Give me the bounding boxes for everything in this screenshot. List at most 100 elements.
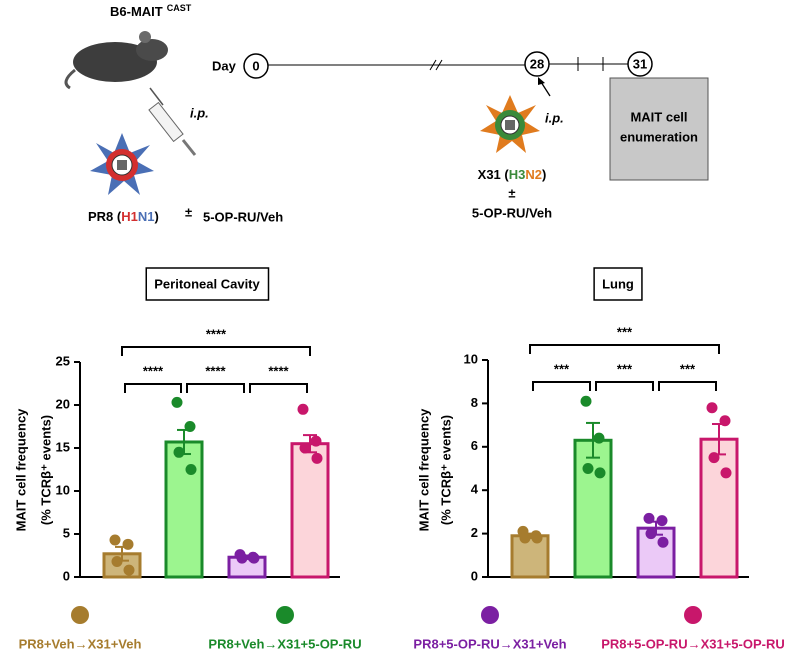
data-point: [643, 512, 655, 524]
arrow-head: [538, 77, 545, 85]
y-axis-label: (% TCRβ⁺ events): [38, 415, 53, 525]
y-tick-label: 2: [471, 525, 478, 540]
significance-label: ****: [143, 363, 164, 378]
y-axis-label: (% TCRβ⁺ events): [438, 415, 453, 525]
arrow: [540, 81, 551, 97]
y-tick-label: 10: [56, 482, 70, 497]
y-axis-label: MAIT cell frequency: [13, 408, 28, 532]
title-box: [593, 267, 643, 301]
data-point: [531, 532, 543, 544]
strain-sup: CAST: [167, 3, 192, 13]
virus-part: PR8 (: [88, 209, 122, 224]
y-tick-label: 25: [56, 353, 70, 368]
enumeration: enumeration: [620, 129, 698, 144]
data-point: [173, 446, 185, 458]
data-point: [297, 403, 309, 415]
significance-label: ***: [680, 361, 696, 376]
treatment: 5-OP-RU/Veh: [203, 209, 283, 224]
data-point: [171, 396, 183, 408]
chart-title: Lung: [602, 276, 634, 291]
pm: ±: [185, 204, 192, 219]
virus-part: N2: [525, 167, 542, 182]
legend-marker: [71, 606, 89, 624]
data-point: [299, 442, 311, 454]
significance-label: ***: [617, 324, 633, 339]
data-point: [310, 435, 322, 447]
strain-name: B6-MAIT: [110, 4, 163, 19]
data-point: [111, 556, 123, 568]
virus-part: X31 (: [478, 167, 510, 182]
bar: [290, 442, 330, 579]
significance-label: ****: [268, 363, 289, 378]
significance-bracket: [532, 381, 591, 391]
data-point: [582, 463, 594, 474]
data-point: [311, 452, 323, 464]
significance-bracket: [121, 346, 311, 356]
data-point: [720, 467, 732, 479]
data-point: [580, 395, 592, 407]
virus-part: ): [154, 209, 158, 224]
significance-bracket: [658, 381, 717, 391]
day-circle: [524, 51, 550, 77]
y-tick-label: 6: [471, 438, 478, 453]
y-tick-label: 4: [471, 482, 479, 497]
data-point: [123, 564, 135, 576]
y-tick-label: 0: [471, 568, 478, 583]
y-tick-label: 10: [464, 351, 478, 366]
virus-icon: [90, 133, 154, 195]
data-point: [706, 402, 718, 414]
strain: B6-MAIT CAST: [110, 3, 192, 19]
data-point: [122, 538, 134, 550]
data-point: [248, 552, 260, 564]
data-point: [719, 415, 731, 427]
virus-part: ): [542, 167, 546, 182]
legend-marker: [276, 606, 294, 624]
data-point: [109, 534, 121, 546]
y-tick-label: 15: [56, 439, 70, 454]
y-tick-label: 0: [63, 568, 70, 583]
bar: [636, 526, 676, 579]
data-point: [185, 464, 197, 475]
virus-icon: [480, 95, 540, 153]
virus-part: H3: [509, 167, 526, 182]
data-point: [657, 536, 669, 548]
enumeration-box: [609, 77, 709, 181]
bar: [510, 534, 550, 579]
virus2: X31 (H3N2): [478, 167, 547, 182]
significance-bracket: [595, 381, 654, 391]
data-point: [594, 467, 606, 479]
virus-part: N1: [138, 209, 155, 224]
break: [435, 59, 443, 71]
title-box: [145, 267, 270, 301]
legend-label: PR8+5-OP-RU→X31+5-OP-RU: [601, 636, 785, 651]
bar: [164, 440, 204, 579]
chart-title: Peritoneal Cavity: [154, 276, 260, 291]
legend-marker: [481, 606, 499, 624]
ip-label: i.p.: [190, 105, 209, 120]
data-point: [519, 532, 531, 544]
data-point: [645, 528, 657, 540]
bar: [573, 438, 613, 579]
day-label: Day: [212, 58, 237, 73]
y-axis-label: MAIT cell frequency: [416, 408, 431, 532]
syringe-icon: [148, 87, 197, 156]
enumeration: MAIT cell: [630, 109, 687, 124]
y-tick-label: 5: [63, 525, 70, 540]
y-tick-label: 8: [471, 395, 478, 410]
significance-bracket: [186, 383, 245, 393]
day: 0: [252, 58, 259, 73]
data-point: [708, 452, 720, 464]
data-point: [184, 421, 196, 432]
virus-part: H1: [121, 209, 138, 224]
significance-label: ***: [554, 361, 570, 376]
data-point: [656, 515, 668, 527]
treatment: 5-OP-RU/Veh: [472, 205, 552, 220]
day: 31: [633, 56, 647, 71]
significance-label: ***: [617, 361, 633, 376]
y-tick-label: 20: [56, 396, 70, 411]
mouse-icon: [64, 31, 168, 90]
data-point: [236, 552, 248, 564]
legend-label: PR8+5-OP-RU→X31+Veh: [413, 636, 566, 651]
significance-bracket: [529, 344, 720, 354]
